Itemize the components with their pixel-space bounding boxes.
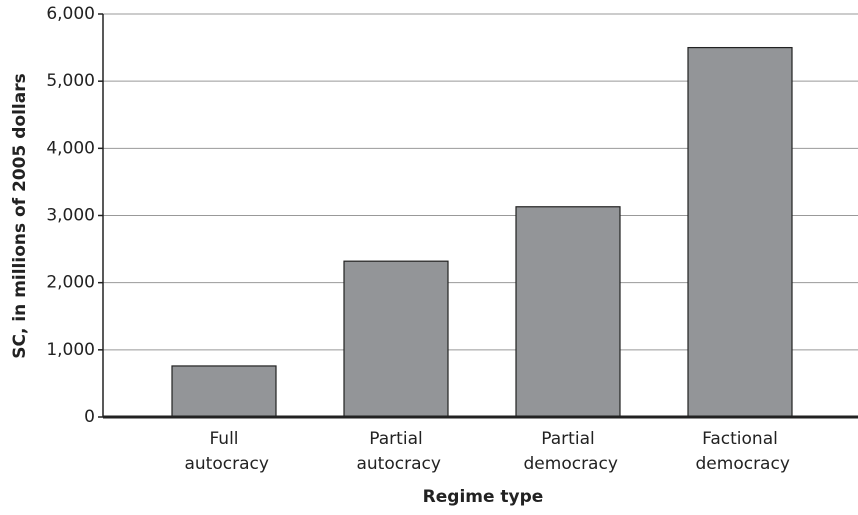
bar <box>171 365 277 418</box>
x-tick-label: Factional democracy <box>690 429 790 474</box>
y-tick-label: 4,000 <box>46 138 95 158</box>
y-tick-label: 6,000 <box>46 4 95 24</box>
y-tick-label: 1,000 <box>46 340 95 360</box>
x-tick-label: Partial democracy <box>518 429 618 474</box>
y-axis-label: SC, in millions of 2005 dollars <box>10 73 30 359</box>
y-tick-label: 5,000 <box>46 71 95 91</box>
x-axis-label: Regime type <box>423 487 544 507</box>
x-tick-label: Partial autocracy <box>351 429 441 474</box>
y-tick-label: 0 <box>84 407 95 427</box>
y-tick-label: 3,000 <box>46 206 95 226</box>
y-tick-label: 2,000 <box>46 273 95 293</box>
bar <box>515 206 621 418</box>
x-tick-label: Full autocracy <box>179 429 269 474</box>
bar <box>343 260 449 418</box>
bar <box>687 46 793 418</box>
